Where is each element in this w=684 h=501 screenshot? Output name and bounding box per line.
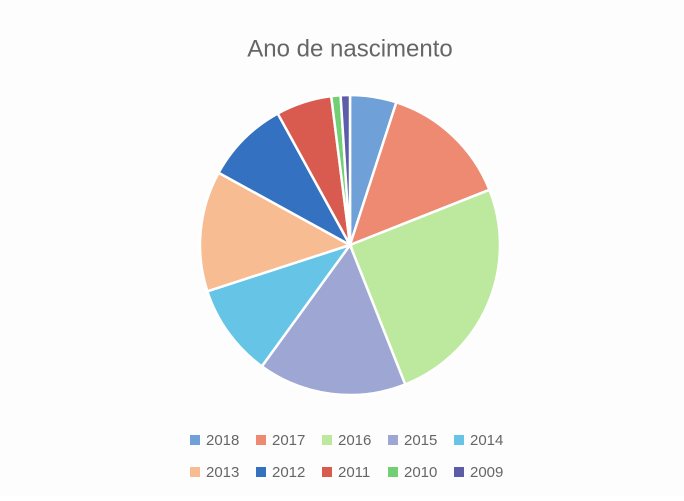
legend-label: 2013 [206, 464, 239, 481]
legend-swatch [190, 435, 200, 445]
legend-swatch [190, 467, 200, 477]
legend-label: 2014 [470, 432, 503, 449]
legend-label: 2017 [272, 432, 305, 449]
legend-label: 2009 [470, 464, 503, 481]
legend-swatch [322, 435, 332, 445]
legend-swatch [454, 435, 464, 445]
legend-swatch [388, 435, 398, 445]
legend-swatch [454, 467, 464, 477]
legend-label: 2010 [404, 464, 437, 481]
legend-swatch [322, 467, 332, 477]
legend-swatch [256, 467, 266, 477]
chart-title: Ano de nascimento [247, 35, 452, 62]
legend-label: 2015 [404, 432, 437, 449]
legend-swatch [388, 467, 398, 477]
pie-slice [339, 93, 352, 246]
pie-slice [347, 100, 492, 248]
pie-slice [216, 111, 354, 249]
pie-slice [260, 242, 407, 397]
legend-label: 2011 [338, 464, 370, 481]
legend-label: 2016 [338, 432, 371, 449]
pie-slice [205, 242, 354, 369]
pie-slice [348, 188, 502, 387]
pie-slice [198, 171, 354, 293]
legend-swatch [256, 435, 266, 445]
legend-label: 2012 [272, 464, 305, 481]
legend-label: 2018 [206, 432, 239, 449]
